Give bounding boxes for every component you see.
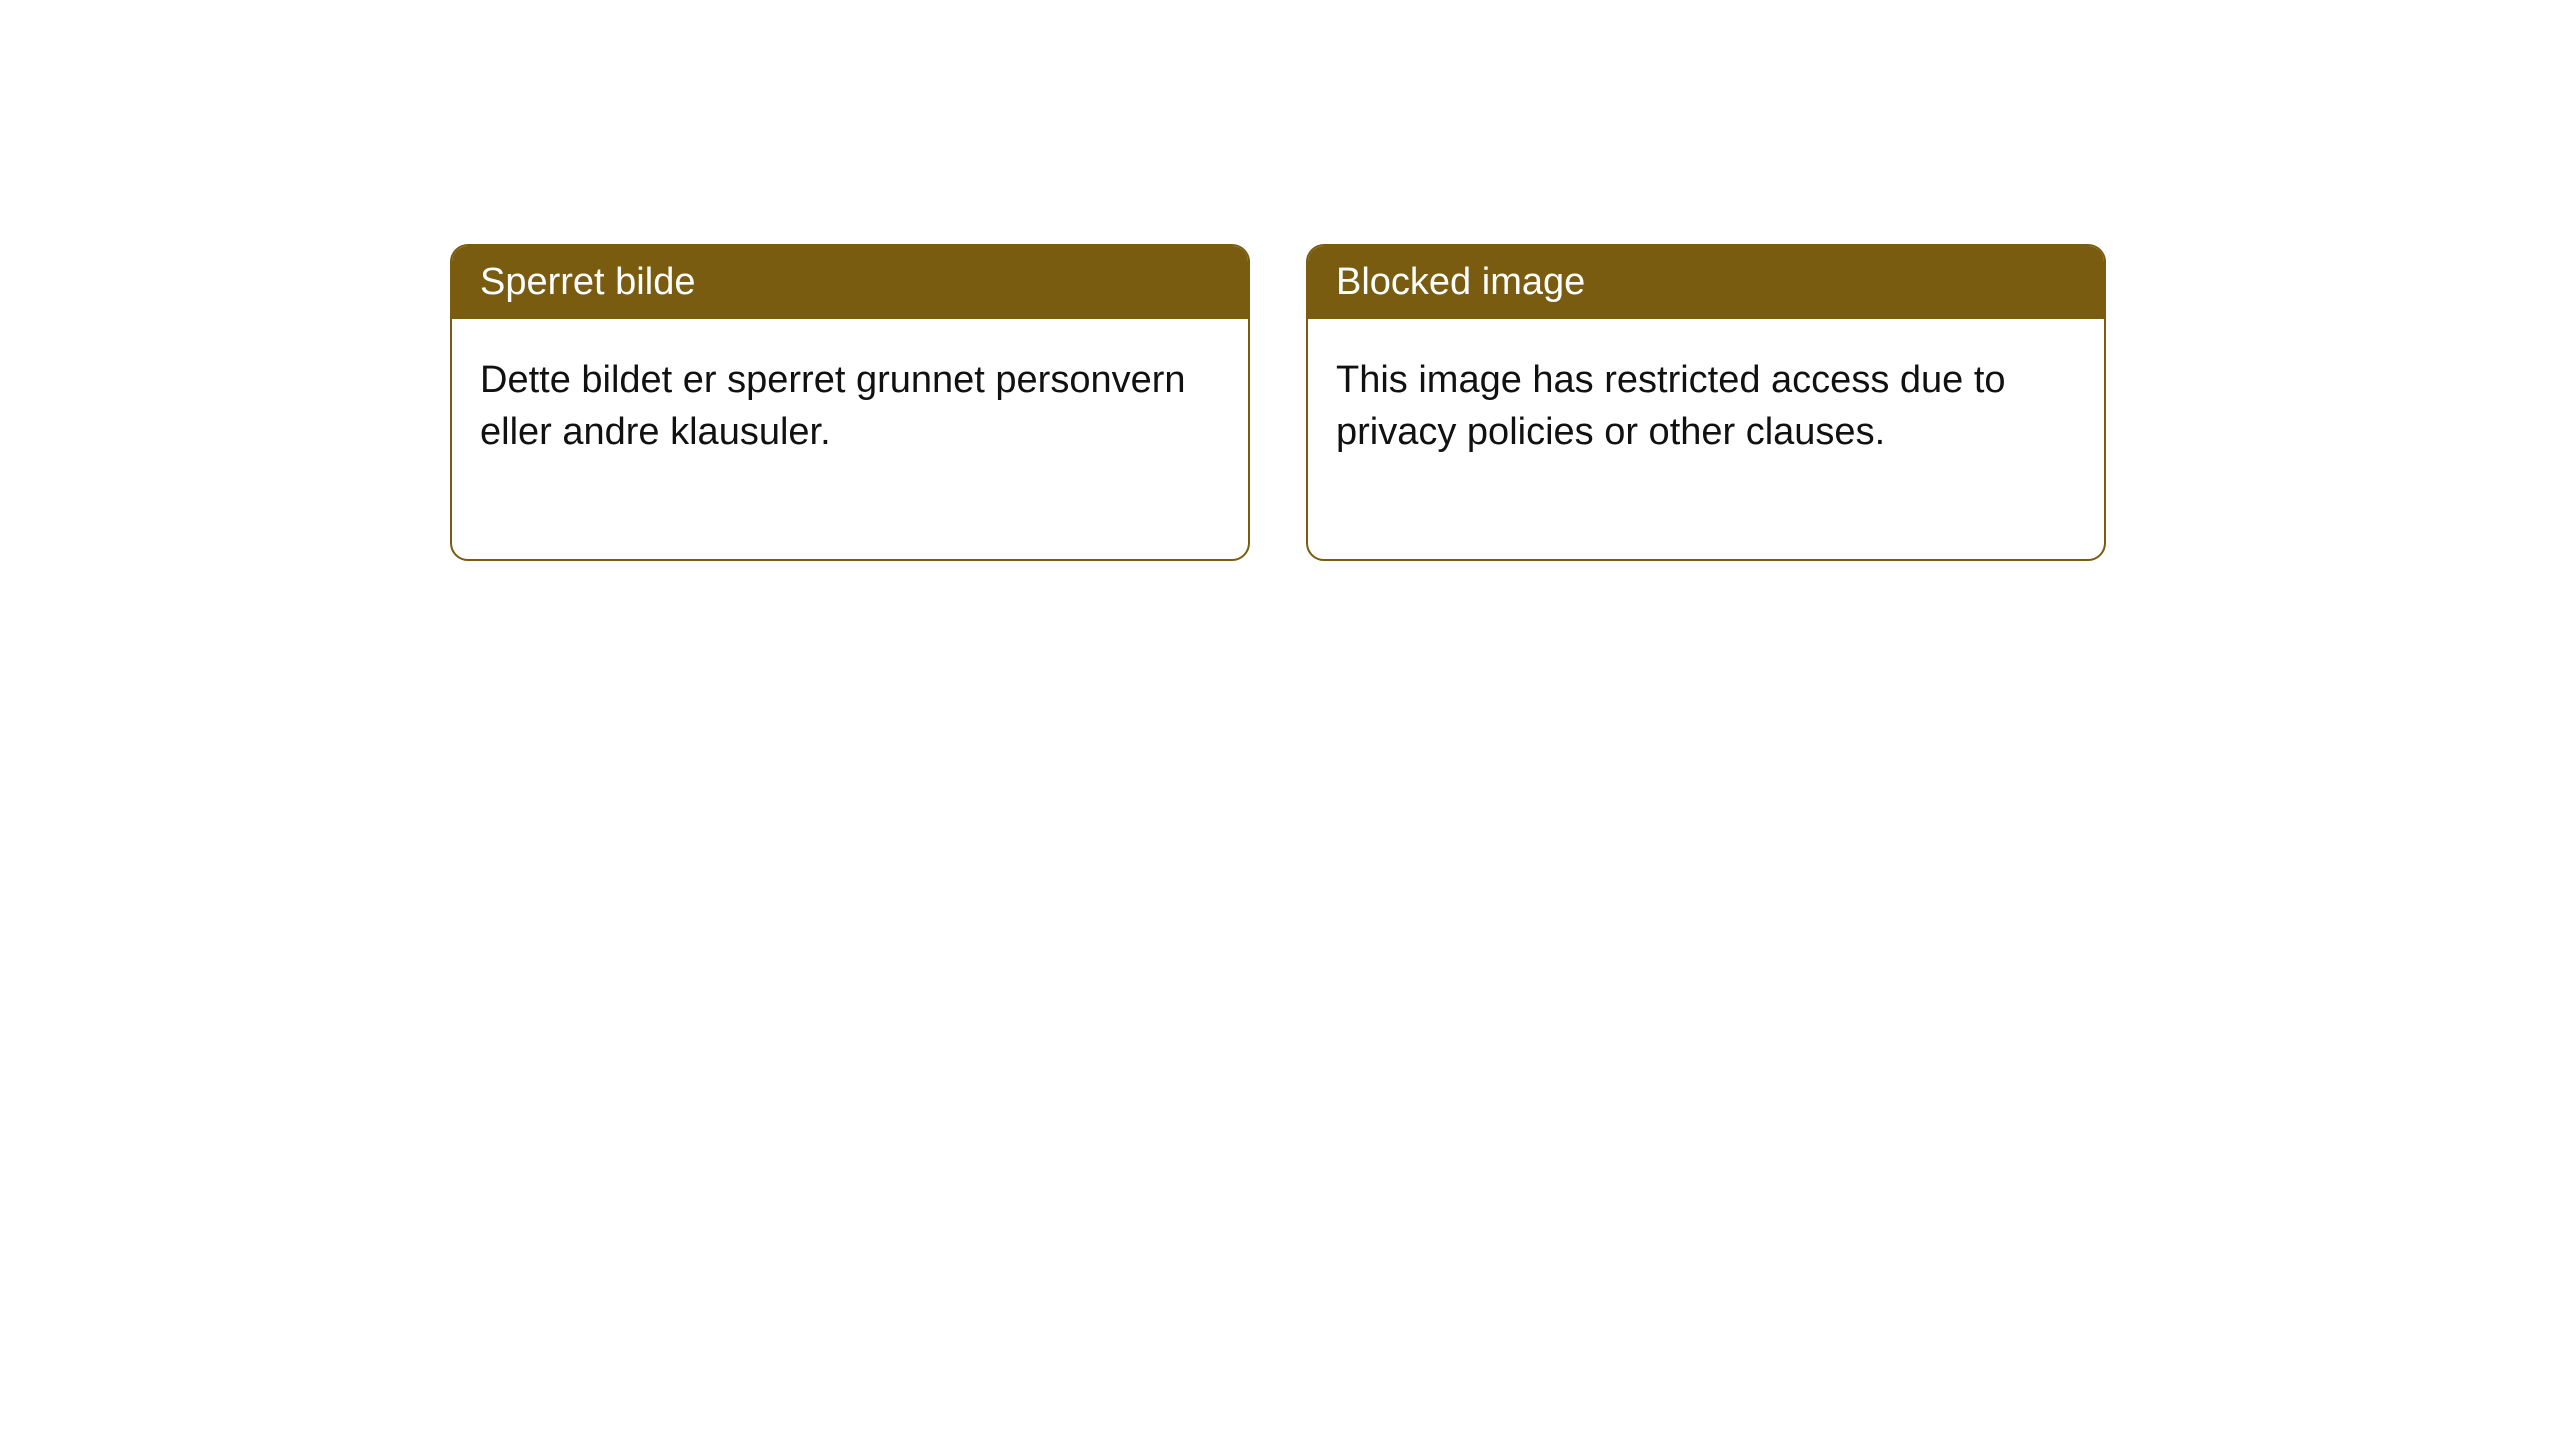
notice-card-body: This image has restricted access due to … xyxy=(1308,319,2104,559)
notice-card-body: Dette bildet er sperret grunnet personve… xyxy=(452,319,1248,559)
notice-card-header: Sperret bilde xyxy=(452,246,1248,319)
notice-card-header: Blocked image xyxy=(1308,246,2104,319)
notice-card-english: Blocked image This image has restricted … xyxy=(1306,244,2106,561)
notice-card-norwegian: Sperret bilde Dette bildet er sperret gr… xyxy=(450,244,1250,561)
notice-container: Sperret bilde Dette bildet er sperret gr… xyxy=(450,244,2106,561)
